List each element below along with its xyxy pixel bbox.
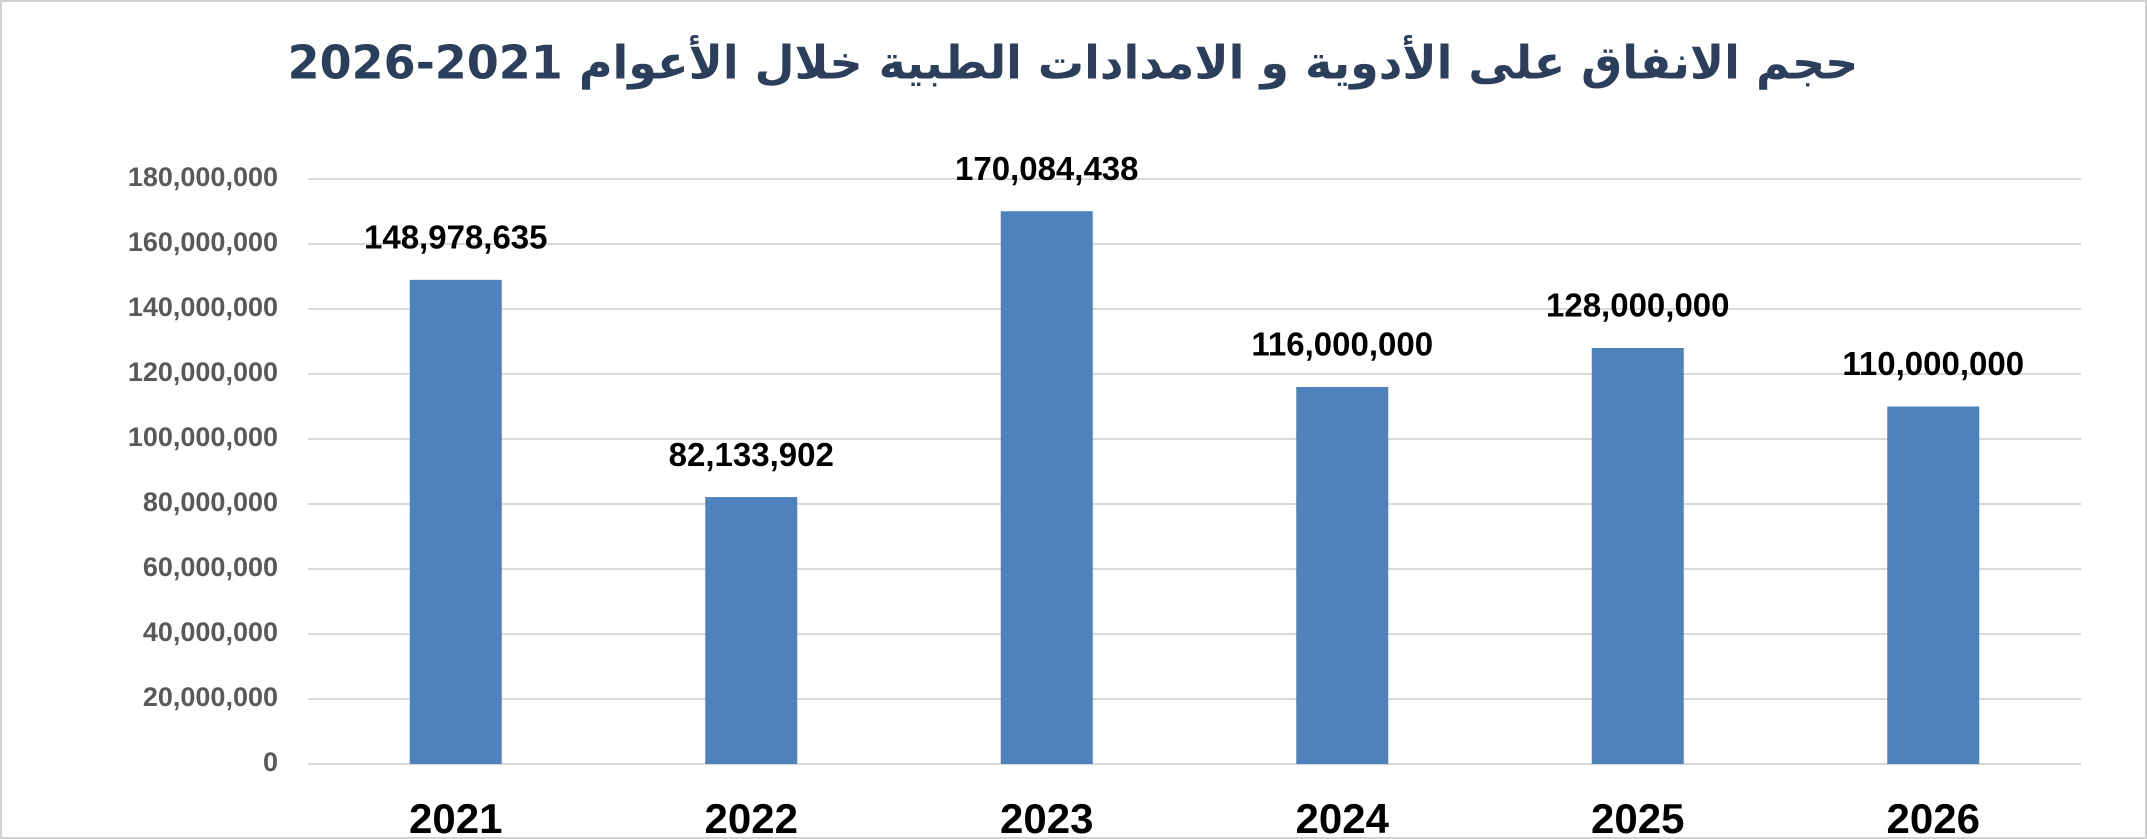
data-label: 82,133,902	[669, 436, 834, 473]
bar	[1887, 406, 1980, 764]
data-label: 110,000,000	[1842, 345, 2024, 382]
y-tick-label: 40,000,000	[143, 617, 278, 647]
y-tick-label: 80,000,000	[143, 487, 278, 517]
data-label: 128,000,000	[1546, 287, 1730, 324]
bar	[1591, 348, 1684, 764]
y-tick-label: 100,000,000	[128, 422, 278, 452]
y-tick-label: 120,000,000	[128, 357, 278, 387]
x-tick-label: 2021	[409, 795, 502, 839]
bar	[705, 497, 798, 764]
data-label: 148,978,635	[364, 219, 548, 256]
chart-title: حجم الانفاق على الأدوية و الامدادات الطب…	[288, 35, 1859, 90]
y-tick-label: 60,000,000	[143, 552, 278, 582]
x-tick-label: 2022	[705, 795, 798, 839]
x-tick-label: 2024	[1296, 795, 1390, 839]
y-tick-label: 0	[263, 747, 278, 777]
x-tick-label: 2025	[1591, 795, 1684, 839]
bar	[1296, 387, 1389, 764]
bar	[1000, 211, 1093, 764]
bar	[409, 279, 502, 764]
y-tick-label: 20,000,000	[143, 682, 278, 712]
data-label: 116,000,000	[1251, 326, 1433, 363]
y-tick-label: 160,000,000	[128, 227, 278, 257]
y-tick-label: 140,000,000	[128, 292, 278, 322]
x-tick-label: 2026	[1887, 795, 1980, 839]
x-tick-label: 2023	[1000, 795, 1093, 839]
y-tick-label: 180,000,000	[128, 162, 278, 192]
data-label: 170,084,438	[955, 150, 1139, 187]
